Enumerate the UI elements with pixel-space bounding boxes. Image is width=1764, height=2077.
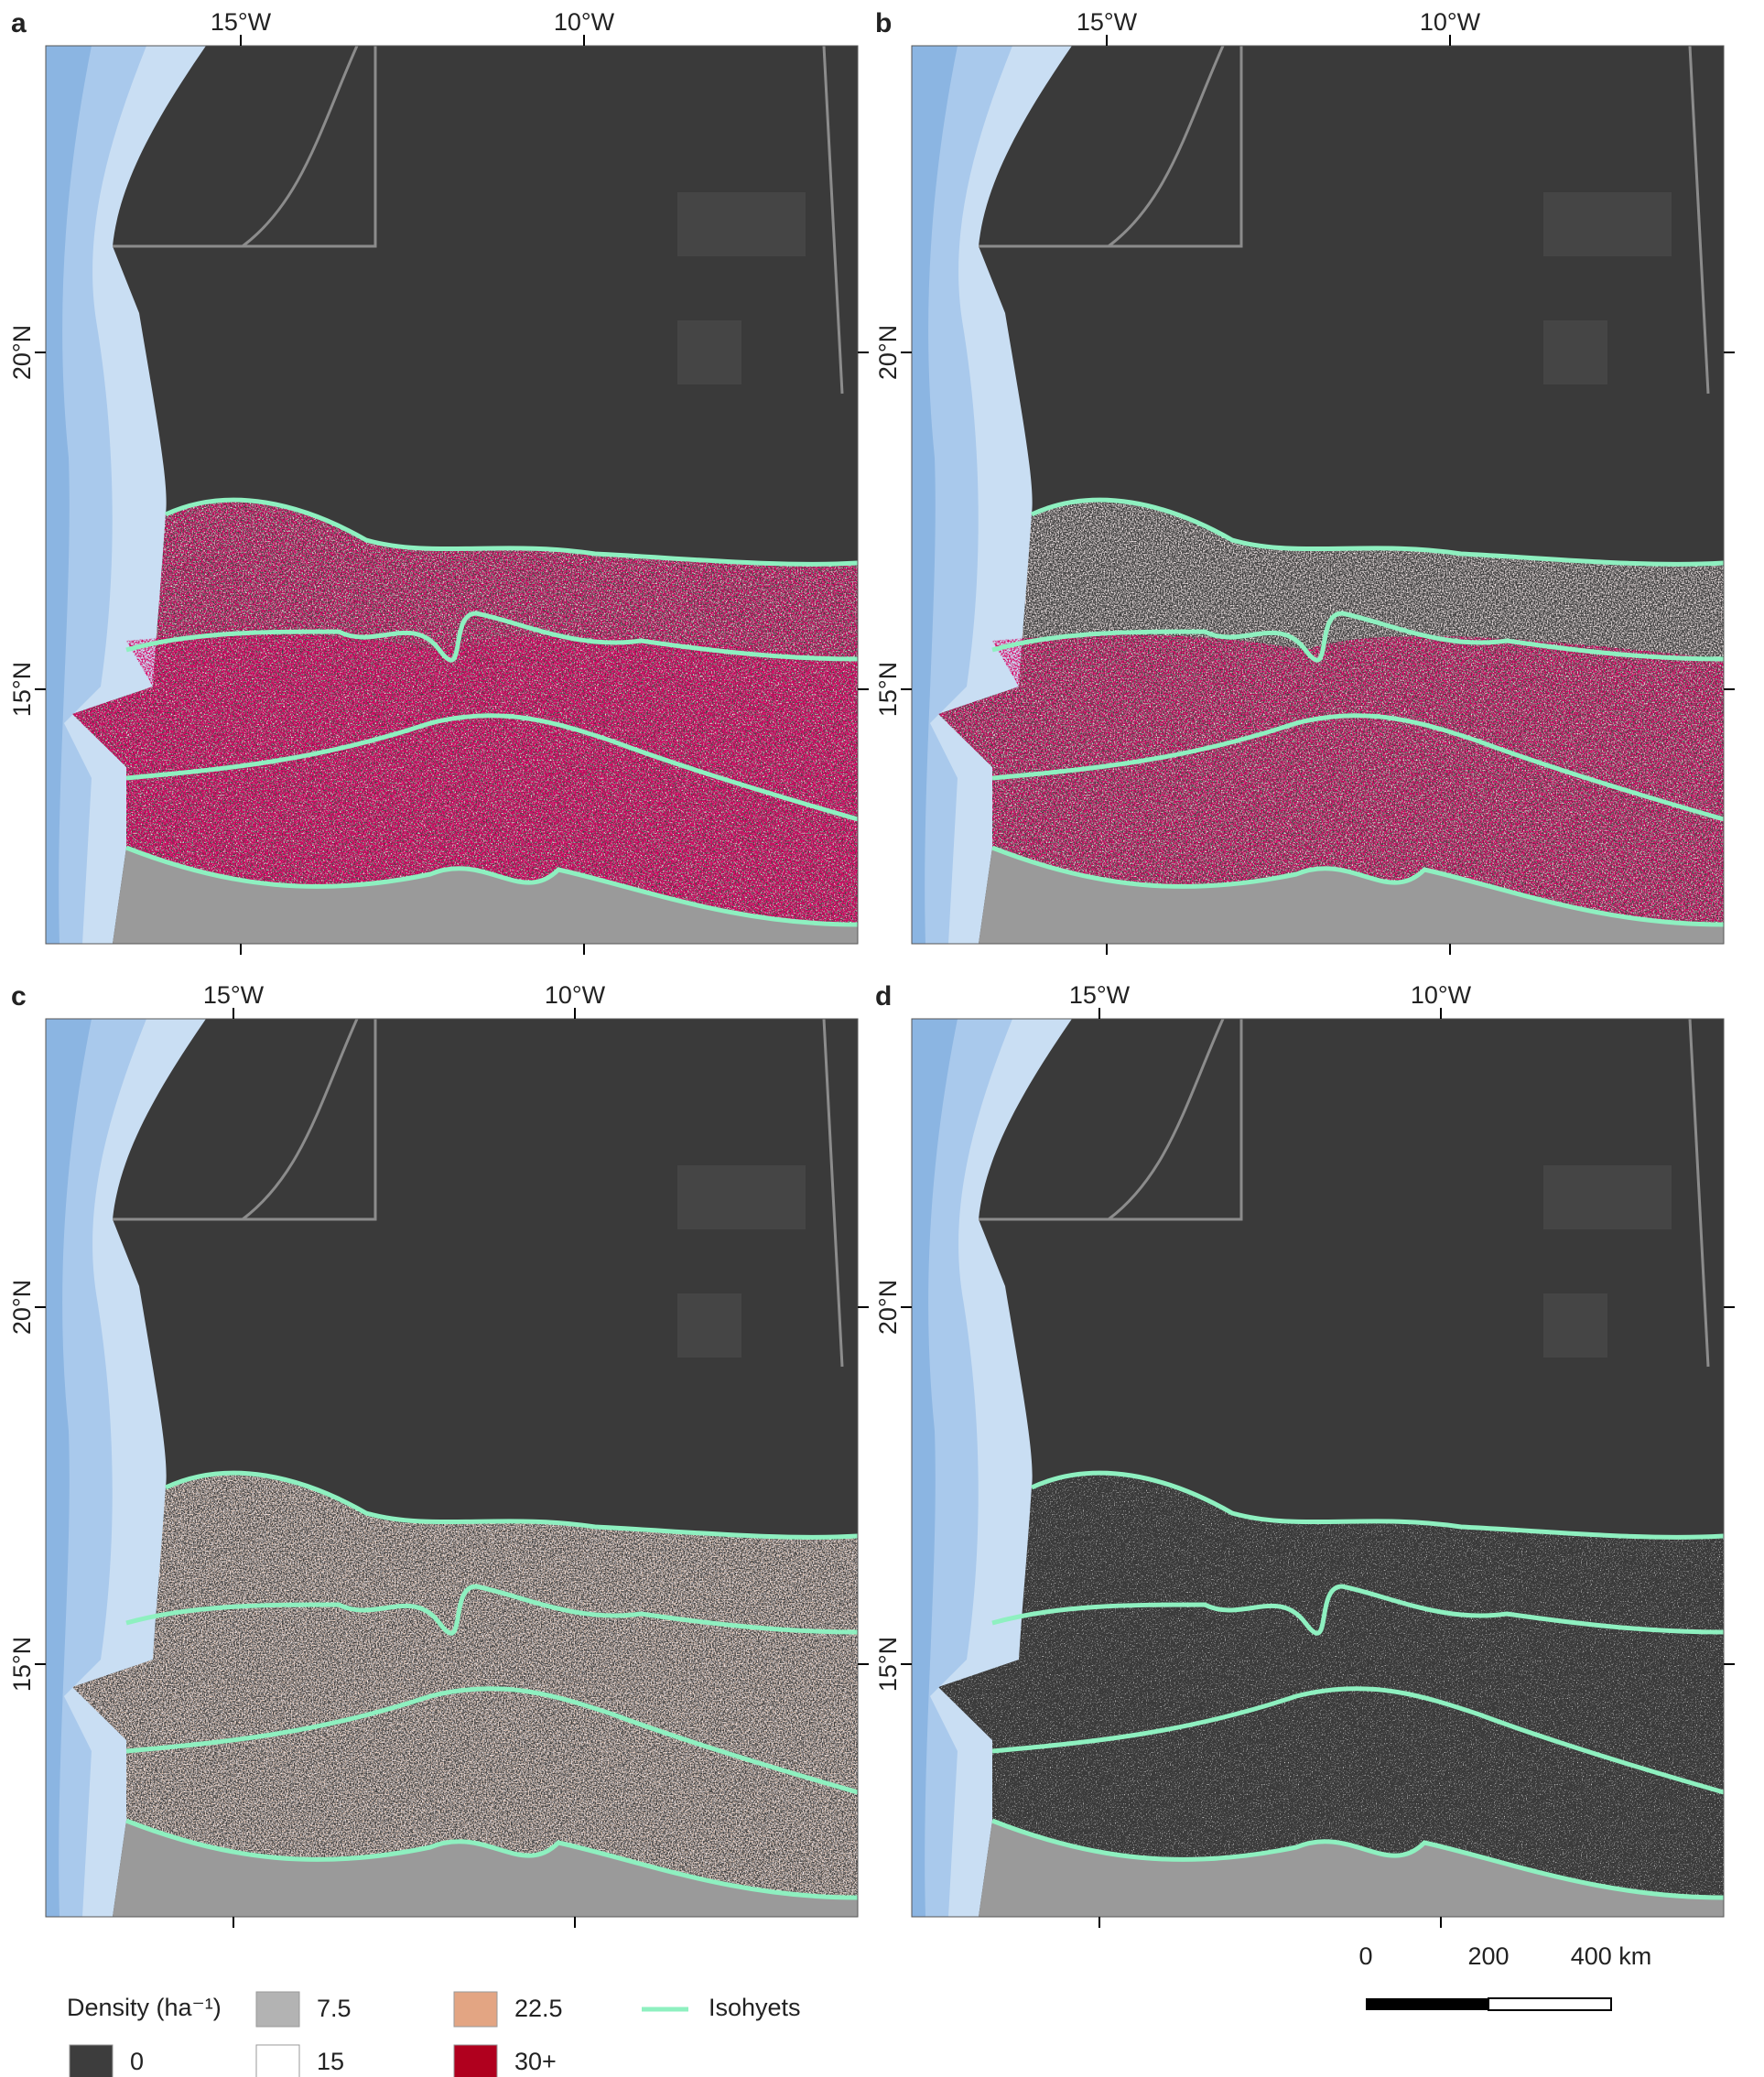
lon-label: 10°W [545,981,606,1009]
panel-letter: a [11,8,27,38]
map-content [912,1019,1724,1917]
legend-label: 0 [130,2048,144,2075]
map-panel: 15°W 10°W 20°N 15°N [874,981,1735,1928]
scale-bar-white [1488,1997,1612,2011]
panel-letter: c [11,981,27,1011]
isohyet [991,1818,1724,1900]
legend-swatch [255,2044,300,2077]
scale-label: 0 [1358,1942,1372,1970]
isohyet [1030,1470,1724,1540]
lat-label: 15°N [8,662,36,717]
isohyet [991,1686,1724,1795]
legend-swatch [453,1991,498,2028]
isohyet [991,713,1724,822]
lon-label: 10°W [1411,981,1472,1009]
lon-label: 15°W [203,981,265,1009]
legend-title: Density (ha⁻¹) [67,1994,222,2021]
lon-label: 10°W [1420,8,1481,36]
isohyet [125,1584,858,1636]
isohyet [1030,497,1724,567]
scale-bar-black [1366,1998,1488,2010]
lat-label: 15°N [874,662,902,717]
map-content [46,46,858,944]
panel-letter: b [875,8,892,38]
lat-label: 20°N [8,325,36,380]
lat-label: 20°N [874,1280,902,1335]
legend-swatch [255,1991,300,2028]
isohyet [125,1818,858,1900]
map-content [46,1019,858,1917]
map-panel: 15°W 10°W 20°N 15°N [8,8,869,955]
scale-label: 200 [1467,1942,1509,1970]
lat-label: 20°N [8,1280,36,1335]
panel-letter: d [875,981,892,1011]
lon-label: 10°W [554,8,615,36]
legend-label: 22.5 [514,1995,563,2022]
legend-label: 7.5 [317,1995,352,2022]
isohyet [125,1686,858,1795]
panel-frame [45,45,859,945]
legend-label: Isohyets [709,1994,801,2021]
map-panel: 15°W 10°W 20°N 15°N [874,8,1735,955]
isohyet [125,845,858,927]
map-content [912,46,1724,944]
density-layer [72,1473,858,1898]
legend-label: 15 [317,2048,344,2075]
legend-swatch [453,2044,498,2077]
isohyet [991,1584,1724,1636]
isohyet [125,713,858,822]
scale-label: 400 km [1571,1942,1652,1970]
panel-frame [911,45,1725,945]
panel-frame [911,1018,1725,1918]
isohyet [991,845,1724,927]
lon-label: 15°W [1077,8,1138,36]
isohyet [164,1470,858,1540]
lon-label: 15°W [1069,981,1131,1009]
map-panel: 15°W 10°W 20°N 15°N [8,981,869,1928]
legend-label: 30+ [514,2048,557,2075]
lat-label: 20°N [874,325,902,380]
panel-frame [45,1018,859,1918]
isohyet [991,611,1724,663]
lat-label: 15°N [8,1637,36,1692]
legend-swatch [69,2044,114,2077]
isohyet [125,611,858,663]
isohyet [164,497,858,567]
lat-label: 15°N [874,1637,902,1692]
density-layer [938,1473,1724,1898]
lon-label: 15°W [211,8,272,36]
